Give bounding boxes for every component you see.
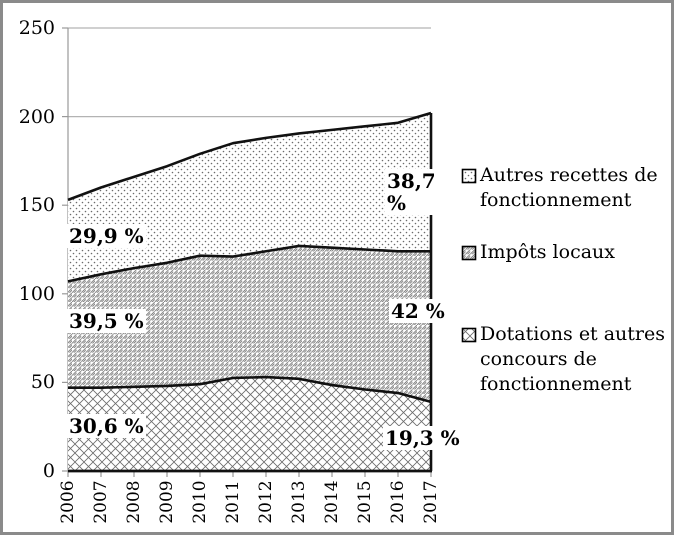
x-axis-tick-label: 2015 [355, 480, 375, 524]
annotation-impots-left: 39,5 % [67, 309, 146, 333]
x-axis-tick-label: 2017 [421, 480, 441, 524]
legend-label: Impôts locaux [480, 241, 615, 263]
y-axis-tick-label: 200 [18, 105, 55, 128]
y-axis-tick-label: 0 [42, 460, 55, 482]
x-axis-tick-label: 2013 [289, 480, 309, 524]
stacked-area-chart [62, 27, 433, 477]
legend-label: Autres recettes de fonctionnement [480, 164, 658, 211]
y-axis-tick-label: 50 [30, 371, 55, 394]
annotation-dotations-left: 30,6 % [67, 414, 146, 438]
x-axis-tick-label: 2006 [58, 480, 78, 524]
legend-item-impots-locaux: Impôts locaux [461, 240, 672, 265]
x-axis-tick-label: 2008 [124, 480, 144, 524]
x-axis-tick-label: 2011 [223, 480, 243, 524]
x-axis-tick-label: 2010 [190, 480, 210, 524]
boundary-line-1 [67, 244, 431, 283]
area-series-0 [68, 377, 431, 471]
annotation-impots-right: 42 % [389, 299, 447, 323]
annotation-autres-right: 38,7 % [385, 169, 439, 215]
y-axis-tick-label: 150 [18, 194, 55, 217]
chart-legend: Autres recettes de fonctionnement Impôts… [461, 3, 673, 532]
x-axis-tick-label: 2014 [322, 480, 342, 524]
legend-swatch-lattice-icon [461, 327, 477, 343]
boundary-line-2 [67, 111, 432, 202]
y-axis-tick-label: 250 [18, 17, 55, 39]
x-axis-tick-label: 2007 [91, 480, 111, 524]
x-axis-tick-label: 2016 [388, 480, 408, 524]
y-axis-tick-label: 100 [18, 282, 55, 305]
x-axis-tick-label: 2012 [256, 480, 276, 524]
legend-swatch-hatch-icon [461, 245, 477, 261]
x-axis-tick-label: 2009 [157, 480, 177, 524]
legend-swatch-dots-icon [461, 168, 477, 184]
area-series-2 [68, 113, 431, 282]
legend-label: Dotations et autres concours de fonction… [480, 323, 666, 395]
annotation-autres-left: 29,9 % [67, 224, 146, 248]
axis-labels-layer: 0 50 100 150 200 250 2006 2007 2008 2009 2010 2011 2… [3, 3, 671, 532]
legend-item-dotations: Dotations et autres concours de fonction… [461, 322, 672, 397]
area-series-1 [68, 245, 431, 402]
annotation-dotations-right: 19,3 % [383, 426, 462, 450]
boundary-line-0 [68, 375, 432, 404]
legend-item-autres-recettes: Autres recettes de fonctionnement [461, 163, 672, 213]
